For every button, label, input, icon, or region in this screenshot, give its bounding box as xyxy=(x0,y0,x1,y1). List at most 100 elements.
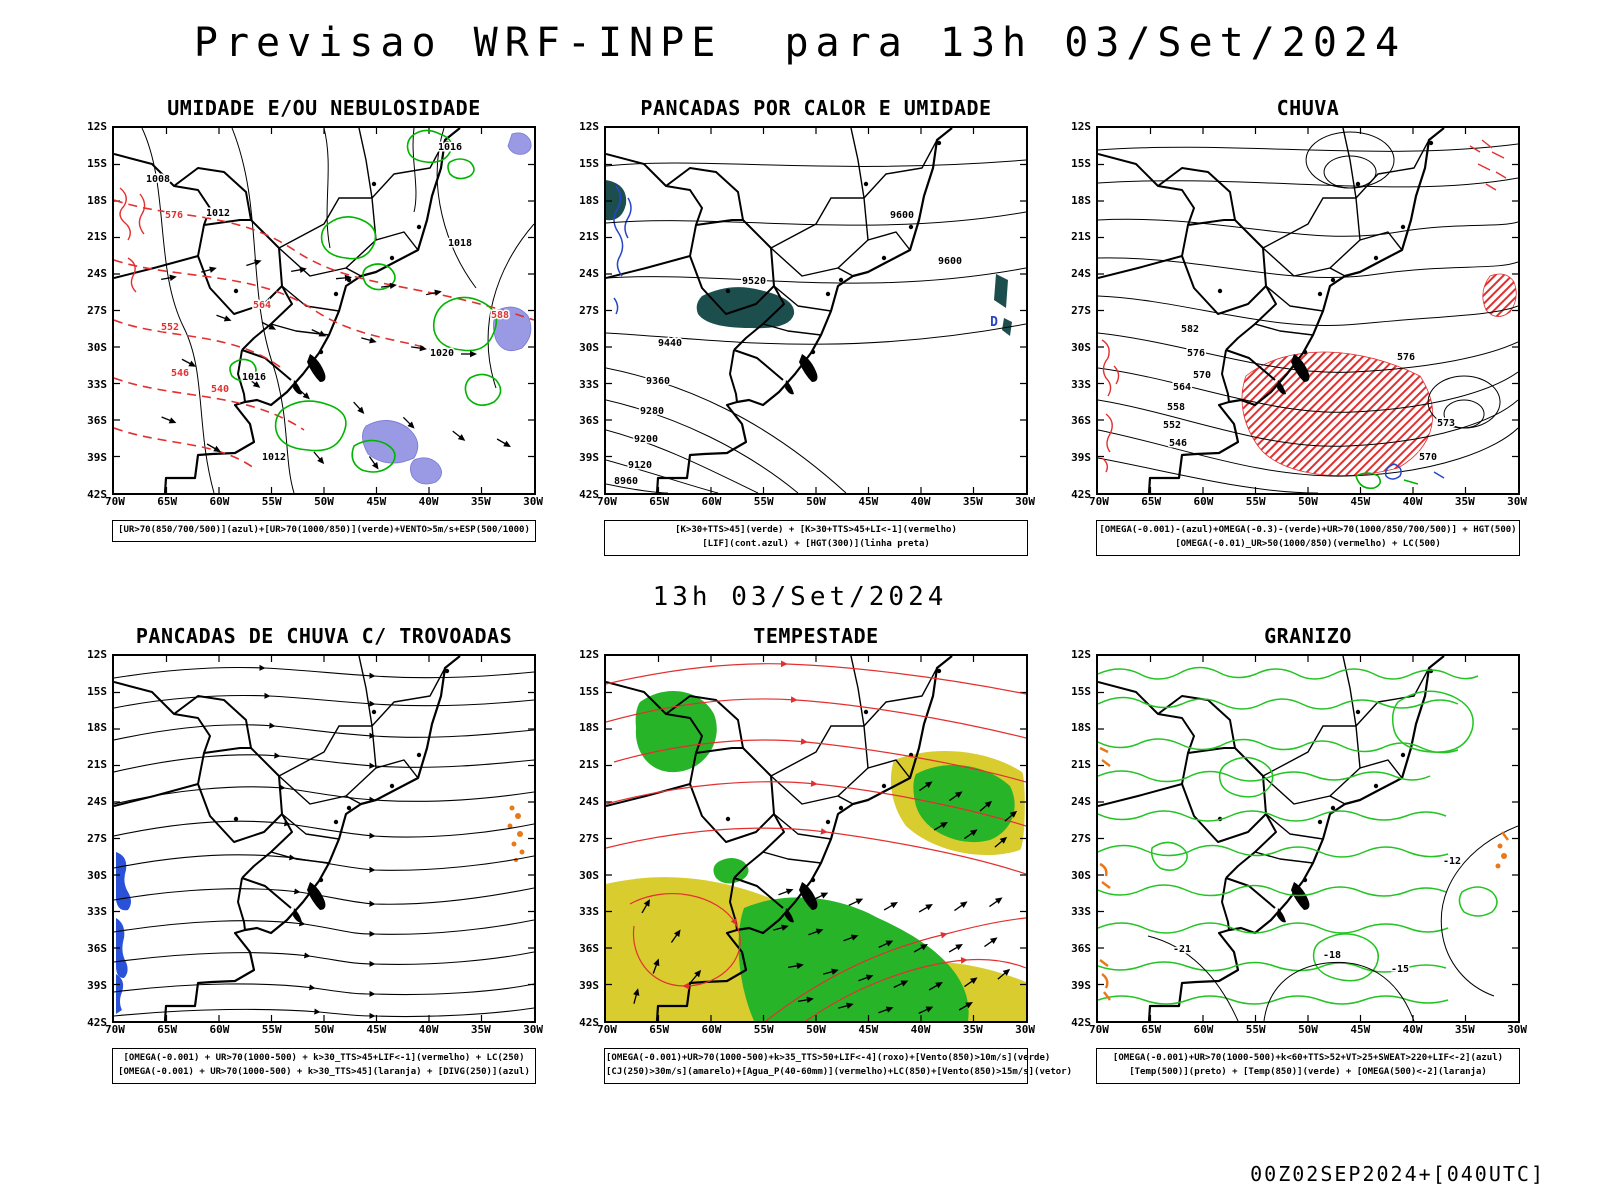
lat-tick-label: 21S xyxy=(87,230,107,244)
lat-tick-label: 27S xyxy=(579,831,599,845)
lat-tick-label: 21S xyxy=(1071,758,1091,772)
svg-text:558: 558 xyxy=(1167,402,1185,413)
weather-map-trovoadas xyxy=(114,655,534,1021)
panel-trovoadas: PANCADAS DE CHUVA C/ TROVOADAS 12S 15S 18S… xyxy=(76,623,543,1084)
lat-tick-label: 33S xyxy=(1071,905,1091,919)
lon-tick-label: 30W xyxy=(1507,495,1527,508)
lat-tick-label: 36S xyxy=(579,414,599,428)
map-frame: 582 576 570 564 558 552 546 576 573 570 xyxy=(1096,126,1520,495)
svg-text:570: 570 xyxy=(1419,452,1437,463)
lat-axis: 12S 15S 18S 21S 24S 27S 30S 33S 36S 39S 42S xyxy=(568,120,604,501)
lat-axis: 12S 15S 18S 21S 24S 27S 30S 33S 36S 39S 42S xyxy=(1060,120,1096,501)
svg-text:1016: 1016 xyxy=(438,142,462,153)
svg-text:546: 546 xyxy=(171,368,189,379)
lat-tick-label: 30S xyxy=(579,868,599,882)
lat-tick-label: 15S xyxy=(1071,156,1091,170)
contour-value-labels: 9600 9600 9520 9440 9360 9280 9200 9120 … xyxy=(612,209,999,489)
svg-text:D: D xyxy=(990,315,998,330)
svg-text:564: 564 xyxy=(253,300,271,311)
legend-line: [OMEGA(-0.001) + UR>70(1000-500) + k>30_… xyxy=(118,1066,530,1077)
lat-tick-label: 21S xyxy=(579,230,599,244)
lat-tick-label: 12S xyxy=(1071,647,1091,661)
lat-tick-label: 21S xyxy=(87,758,107,772)
panel-title-trovoadas: PANCADAS DE CHUVA C/ TROVOADAS xyxy=(135,623,513,648)
lon-tick-label: 45W xyxy=(366,1022,387,1036)
map-area-pancadas-calor: 12S 15S 18S 21S 24S 27S 30S 33S 36S 39S 42S xyxy=(568,120,1035,510)
lat-tick-label: 24S xyxy=(87,267,107,281)
lat-tick-label: 15S xyxy=(579,684,599,698)
lon-tick-label: 45W xyxy=(1350,495,1371,508)
lon-tick-label: 55W xyxy=(753,495,774,508)
lon-tick-label: 55W xyxy=(261,495,282,508)
svg-text:1012: 1012 xyxy=(206,208,230,219)
lat-tick-label: 27S xyxy=(1071,831,1091,845)
lon-tick-label: 65W xyxy=(1141,1022,1162,1036)
legend-line: [OMEGA(-0.001)+UR>70(1000-500)+k>35_TTS>… xyxy=(606,1052,1051,1063)
lat-tick-label: 36S xyxy=(579,942,599,956)
lon-tick-label: 40W xyxy=(418,1022,439,1036)
lat-axis: 12S 15S 18S 21S 24S 27S 30S 33S 36S 39S 42S xyxy=(1060,648,1096,1029)
lat-axis: 12S 15S 18S 21S 24S 27S 30S 33S 36S 39S 42S xyxy=(76,120,112,501)
lat-tick-label: 39S xyxy=(87,451,107,465)
svg-text:576: 576 xyxy=(1397,352,1415,363)
lon-axis: 70W 65W 60W 55W 50W 45W 40W 35W 30W xyxy=(1089,1023,1527,1038)
coastal-rain-marks-red xyxy=(1101,139,1507,473)
lon-axis: 70W 65W 60W 55W 50W 45W 40W 35W 30W xyxy=(105,495,543,510)
lon-tick-label: 60W xyxy=(701,1022,722,1036)
lat-tick-label: 27S xyxy=(579,303,599,317)
svg-text:570: 570 xyxy=(1193,370,1211,381)
svg-text:9280: 9280 xyxy=(640,406,664,417)
lat-tick-label: 42S xyxy=(87,487,107,501)
legend-box-granizo: [OMEGA(-0.001)+UR>70(1000-500)+k<60+TTS>… xyxy=(1096,1047,1520,1084)
lon-tick-label: 65W xyxy=(157,1022,178,1036)
legend-line: [OMEGA(-0.01)_UR>50(1000/850)(vermelho) … xyxy=(1175,538,1441,549)
map-frame: 1008 1012 1016 1018 1016 1020 1012 576 5… xyxy=(112,126,536,495)
svg-text:1012: 1012 xyxy=(262,452,286,463)
lat-tick-label: 18S xyxy=(87,721,107,735)
lat-tick-label: 27S xyxy=(1071,303,1091,317)
lon-tick-label: 60W xyxy=(209,1022,230,1036)
lat-tick-label: 30S xyxy=(579,340,599,354)
legend-line: [Temp(500)](preto) + [Temp(850)](verde) … xyxy=(1129,1066,1487,1077)
svg-text:588: 588 xyxy=(491,310,509,321)
lat-tick-label: 18S xyxy=(579,193,599,207)
lon-tick-label: 55W xyxy=(1245,495,1266,508)
svg-text:-18: -18 xyxy=(1323,950,1341,961)
svg-text:582: 582 xyxy=(1181,324,1199,335)
wind-arrows xyxy=(159,256,514,473)
lat-tick-label: 15S xyxy=(1071,684,1091,698)
lon-tick-label: 55W xyxy=(261,1022,282,1036)
map-frame: 9600 9600 9520 9440 9360 9280 9200 9120 … xyxy=(604,126,1028,495)
lon-tick-label: 35W xyxy=(470,1022,491,1036)
valid-time-subtitle: 13h 03/Set/2024 xyxy=(652,581,948,612)
lat-tick-label: 12S xyxy=(579,120,599,133)
lat-tick-label: 15S xyxy=(87,684,107,698)
legend-line: [OMEGA(-0.001)+UR>70(1000-500)+k<60+TTS>… xyxy=(1112,1052,1504,1063)
lat-tick-label: 42S xyxy=(1071,1015,1091,1029)
lat-tick-label: 30S xyxy=(1071,868,1091,882)
lon-tick-label: 70W xyxy=(105,495,125,508)
lat-tick-label: 42S xyxy=(1071,487,1091,501)
svg-text:-21: -21 xyxy=(1173,944,1191,955)
temp500-contours-black xyxy=(1147,825,1518,1021)
panel-umidade: UMIDADE E/OU NEBULOSIDADE 12S 15S 18S 21S 24… xyxy=(76,96,543,556)
lat-tick-label: 12S xyxy=(1071,120,1091,133)
legend-line: [CJ(250)>30m/s](amarelo)+[Agua_P(40-60mm… xyxy=(606,1066,1072,1077)
run-info-footer: 00Z02SEP2024+[040UTC] xyxy=(1250,1162,1545,1186)
weather-map-granizo: -12 -15 -18 -21 xyxy=(1098,655,1518,1021)
lat-tick-label: 36S xyxy=(1071,942,1091,956)
legend-box-umidade: [UR>70(850/700/500)](azul)+[UR>70(1000/8… xyxy=(112,520,536,542)
lat-tick-label: 12S xyxy=(87,647,107,661)
lon-tick-label: 70W xyxy=(597,1022,617,1036)
lat-tick-label: 36S xyxy=(87,414,107,428)
lat-tick-label: 12S xyxy=(579,647,599,661)
lon-tick-label: 65W xyxy=(1141,495,1162,508)
lat-tick-label: 27S xyxy=(87,831,107,845)
svg-text:9600: 9600 xyxy=(890,210,914,221)
lat-tick-label: 12S xyxy=(87,120,107,133)
weather-map-umidade: 1008 1012 1016 1018 1016 1020 1012 576 5… xyxy=(114,128,534,493)
panel-chuva: CHUVA 12S 15S 18S 21S 24S 27S 30S 33S 36S 39S 42S xyxy=(1060,96,1527,556)
lon-tick-label: 65W xyxy=(157,495,178,508)
lat-tick-label: 30S xyxy=(87,340,107,354)
